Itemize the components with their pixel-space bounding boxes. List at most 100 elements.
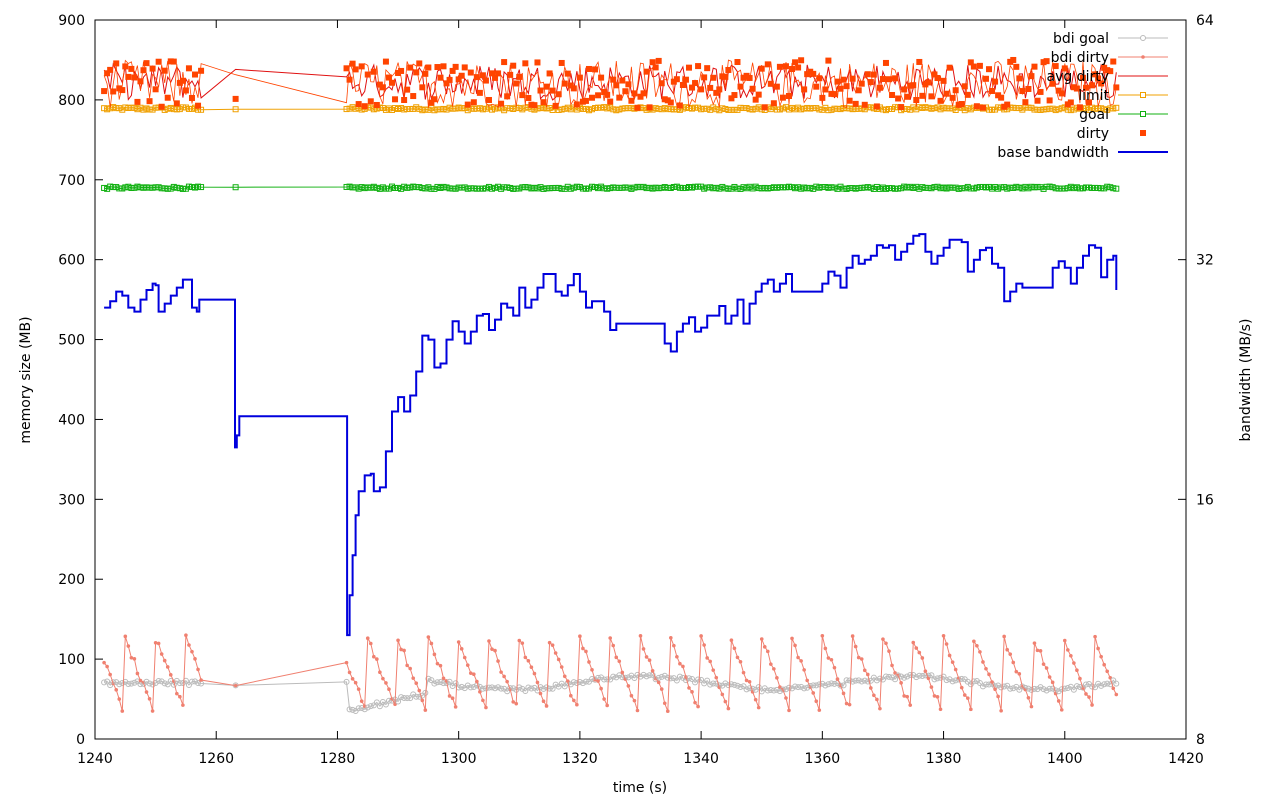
dirty-point bbox=[831, 91, 838, 98]
dirty-point bbox=[455, 76, 462, 83]
dirty-point bbox=[658, 80, 665, 87]
dirty-point bbox=[1019, 88, 1026, 95]
dirty-point bbox=[882, 59, 889, 66]
dirty-point bbox=[619, 77, 626, 84]
bdi-goal-point bbox=[543, 684, 550, 691]
dirty-point bbox=[376, 81, 383, 88]
dirty-point bbox=[558, 59, 565, 66]
x-axis-title: time (s) bbox=[613, 780, 667, 796]
goal-point bbox=[901, 183, 908, 190]
x-tick-label: 1280 bbox=[320, 751, 356, 767]
dirty-point bbox=[892, 75, 899, 82]
dirty-point bbox=[907, 82, 914, 89]
dirty-point bbox=[188, 94, 195, 101]
dirty-point bbox=[461, 64, 468, 71]
limit-point bbox=[140, 106, 147, 113]
dirty-point bbox=[422, 70, 429, 77]
bdi-goal-point bbox=[373, 699, 380, 706]
bdi-goal-point bbox=[555, 683, 562, 690]
limit-point bbox=[161, 106, 168, 113]
dirty-point bbox=[140, 67, 147, 74]
dirty-point bbox=[476, 89, 483, 96]
bdi-goal-point bbox=[643, 673, 650, 680]
dirty-point bbox=[1055, 87, 1062, 94]
dirty-point bbox=[792, 59, 799, 66]
limit-point bbox=[1089, 104, 1096, 111]
dirty-point bbox=[101, 88, 108, 95]
bdi-goal-point bbox=[913, 674, 920, 681]
dirty-point bbox=[110, 88, 117, 95]
goal-point bbox=[1022, 183, 1029, 190]
goal-point bbox=[904, 184, 911, 191]
dirty-point bbox=[598, 74, 605, 81]
limit-point bbox=[804, 104, 811, 111]
dirty-point bbox=[173, 100, 180, 107]
dirty-point bbox=[449, 67, 456, 74]
goal-point bbox=[716, 185, 723, 192]
limit-point bbox=[358, 106, 365, 113]
bdi-goal-point bbox=[1089, 683, 1096, 690]
limit-point bbox=[940, 104, 947, 111]
dirty-point bbox=[416, 60, 423, 67]
legend-item: base bandwidth bbox=[997, 145, 1168, 161]
dirty-point bbox=[740, 74, 747, 81]
dirty-point bbox=[525, 95, 532, 102]
dirty-point bbox=[1031, 63, 1038, 70]
goal-line bbox=[103, 186, 1117, 190]
dirty-point bbox=[967, 59, 974, 66]
dirty-point bbox=[343, 65, 350, 72]
dirty-point bbox=[834, 78, 841, 85]
dirty-point bbox=[122, 63, 129, 70]
y-right-tick-label: 8 bbox=[1196, 732, 1205, 748]
dirty-point bbox=[358, 63, 365, 70]
bdi-goal-point bbox=[431, 680, 438, 687]
bdi-goal-point bbox=[161, 680, 168, 687]
dirty-point bbox=[195, 102, 202, 109]
legend-item: avg dirty bbox=[1046, 69, 1168, 85]
limit-point bbox=[879, 106, 886, 113]
bdi-goal-point bbox=[861, 677, 868, 684]
bdi-goal-point bbox=[998, 684, 1005, 691]
x-tick-label: 1340 bbox=[683, 751, 719, 767]
dirty-point bbox=[852, 100, 859, 107]
goal-point bbox=[661, 184, 668, 191]
dirty-point bbox=[352, 66, 359, 73]
goal-point bbox=[570, 184, 577, 191]
dirty-point bbox=[498, 100, 505, 107]
dirty-point bbox=[1079, 74, 1086, 81]
y-axis-left-ticks: 0 100 200 300 400 500 600 700 800 900 bbox=[58, 13, 103, 748]
dirty-point bbox=[443, 80, 450, 87]
dirty-point bbox=[825, 57, 832, 64]
limit-point bbox=[1058, 105, 1065, 112]
limit-point bbox=[385, 105, 392, 112]
limit-point bbox=[143, 105, 150, 112]
bdi-goal-point bbox=[367, 703, 374, 710]
legend-item: dirty bbox=[1077, 126, 1146, 142]
dirty-point bbox=[479, 72, 486, 79]
dirty-line bbox=[103, 59, 1117, 109]
goal-point bbox=[1019, 185, 1026, 192]
limit-point bbox=[1113, 104, 1120, 111]
goal-point bbox=[937, 185, 944, 192]
dirty-point bbox=[192, 71, 199, 78]
dirty-point bbox=[167, 58, 174, 65]
dirty-point bbox=[789, 66, 796, 73]
dirty-point bbox=[713, 89, 720, 96]
bdi-goal-point bbox=[1073, 683, 1080, 690]
limit-point bbox=[916, 104, 923, 111]
dirty-point bbox=[652, 64, 659, 71]
y-left-tick-label: 500 bbox=[58, 333, 85, 349]
dirty-point bbox=[904, 93, 911, 100]
y-axis-left-title: memory size (MB) bbox=[18, 316, 34, 443]
dirty-point bbox=[1076, 104, 1083, 111]
dirty-point bbox=[373, 101, 380, 108]
dirty-point bbox=[979, 104, 986, 111]
bdi-goal-point bbox=[792, 683, 799, 690]
bdi-goal-point bbox=[522, 687, 529, 694]
bdi-goal-point bbox=[561, 683, 568, 690]
dirty-point bbox=[1095, 75, 1102, 82]
dirty-point bbox=[552, 102, 559, 109]
limit-point bbox=[679, 105, 686, 112]
dirty-point bbox=[404, 86, 411, 93]
goal-point bbox=[749, 185, 756, 192]
